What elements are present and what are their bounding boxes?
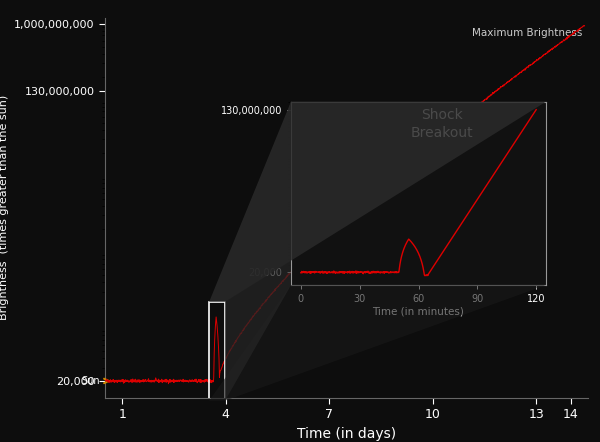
Text: Sun: Sun [82, 376, 100, 386]
X-axis label: Time (in minutes): Time (in minutes) [373, 307, 464, 317]
Text: Maximum Brightness: Maximum Brightness [472, 28, 583, 38]
Polygon shape [209, 285, 546, 400]
Polygon shape [209, 102, 546, 302]
Bar [209, 302, 225, 400]
Text: Shock
Breakout: Shock Breakout [411, 108, 473, 140]
X-axis label: Time (in days): Time (in days) [297, 427, 396, 441]
Y-axis label: Brightness  (times greater than the sun): Brightness (times greater than the sun) [0, 95, 8, 320]
Polygon shape [225, 102, 291, 400]
